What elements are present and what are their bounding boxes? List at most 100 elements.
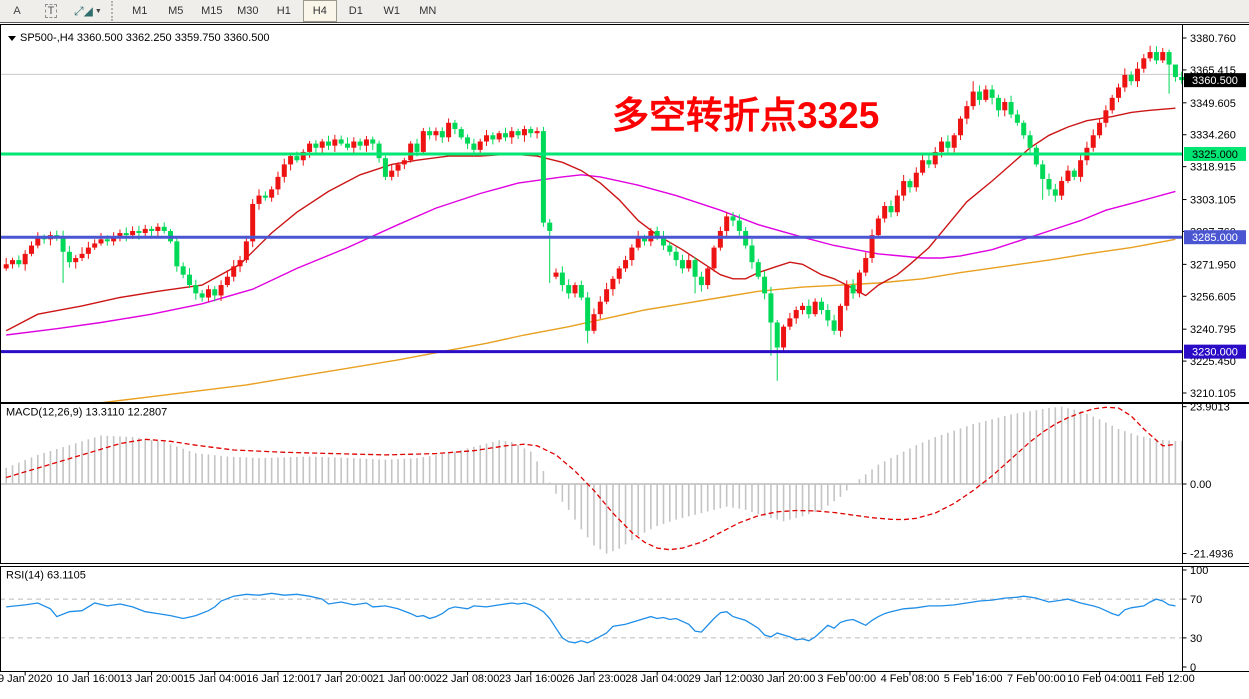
time-label: 10 Feb 04:00 bbox=[1067, 673, 1132, 685]
candle-body bbox=[932, 151, 938, 165]
candle-body bbox=[989, 89, 995, 98]
chart-background bbox=[0, 24, 1249, 694]
candle-body bbox=[256, 195, 262, 204]
time-label: 30 Jan 20:00 bbox=[752, 673, 816, 685]
hline-badge-text: 3230.000 bbox=[1192, 347, 1238, 359]
candle-body bbox=[654, 230, 660, 238]
slow-ma-line bbox=[94, 238, 1176, 405]
candle-body bbox=[193, 285, 199, 294]
candle-body bbox=[724, 216, 730, 231]
candle-body bbox=[642, 237, 648, 242]
macd-histogram bbox=[5, 406, 1183, 554]
candle-body bbox=[629, 247, 635, 261]
price-chart-svg[interactable]: SP500-,H4 3360.500 3362.250 3359.750 336… bbox=[0, 24, 1249, 694]
candle-body bbox=[528, 129, 534, 134]
chart-area[interactable]: SP500-,H4 3360.500 3362.250 3359.750 336… bbox=[0, 24, 1249, 699]
candle-body bbox=[869, 235, 875, 259]
candle-body bbox=[667, 245, 673, 252]
candle-body bbox=[376, 143, 382, 159]
candle-body bbox=[774, 322, 780, 348]
time-label: 9 Jan 2020 bbox=[0, 673, 52, 685]
timeframe-button-h4[interactable]: H4 bbox=[302, 0, 337, 22]
price-tick-label: 3349.605 bbox=[1190, 98, 1236, 110]
candle-body bbox=[964, 106, 970, 119]
candle-body bbox=[926, 160, 932, 165]
candle-body bbox=[547, 222, 553, 231]
candle-body bbox=[420, 131, 426, 152]
candle-body bbox=[844, 285, 850, 306]
timeframe-button-m30[interactable]: M30 bbox=[237, 5, 259, 17]
candle-body bbox=[591, 314, 597, 331]
candle-body bbox=[326, 141, 332, 146]
candle-body bbox=[894, 195, 900, 213]
candle-body bbox=[1059, 181, 1065, 196]
candle-body bbox=[983, 89, 989, 100]
timeframe-button-mn[interactable]: MN bbox=[419, 5, 437, 17]
candle-body bbox=[351, 141, 357, 148]
candle-body bbox=[243, 241, 249, 261]
candle-body bbox=[717, 230, 723, 248]
candle-body bbox=[768, 293, 774, 323]
hline-badge-text: 3285.000 bbox=[1192, 232, 1238, 244]
time-label: 10 Jan 16:00 bbox=[57, 673, 121, 685]
candle-body bbox=[1141, 58, 1147, 69]
candle-body bbox=[502, 133, 508, 138]
timeframe-button-h1[interactable]: H1 bbox=[276, 5, 291, 17]
text-tool-button[interactable]: T bbox=[35, 0, 67, 22]
time-label: 11 Feb 12:00 bbox=[1131, 673, 1195, 685]
candle-body bbox=[1071, 170, 1077, 177]
candle-body bbox=[711, 247, 717, 269]
candle-body bbox=[73, 258, 79, 263]
candle-body bbox=[92, 243, 98, 248]
candle-body bbox=[363, 139, 369, 146]
candle-body bbox=[224, 276, 230, 286]
candle-body bbox=[10, 260, 16, 265]
candle-body bbox=[275, 176, 281, 190]
candle-body bbox=[370, 139, 376, 144]
candle-body bbox=[395, 164, 401, 171]
arrows-tool-button[interactable]: ⤢◢ ▼ bbox=[69, 0, 107, 22]
candle-body bbox=[433, 131, 439, 136]
timeframe-button-w1[interactable]: W1 bbox=[383, 5, 401, 17]
candle-body bbox=[66, 251, 72, 263]
candle-body bbox=[553, 272, 559, 277]
symbol-dropdown-icon[interactable] bbox=[8, 36, 16, 41]
candle-body bbox=[446, 122, 452, 138]
price-tick-label: 3256.605 bbox=[1190, 291, 1236, 303]
candle-body bbox=[262, 195, 268, 198]
candle-body bbox=[818, 301, 824, 311]
candle-body bbox=[1122, 74, 1128, 88]
rsi-label: RSI(14) 63.1105 bbox=[6, 570, 86, 582]
timeframe-button-m15[interactable]: M15 bbox=[201, 5, 223, 17]
toolbar: A T ⤢◢ ▼ M1 M5 M15 M30 H1 H4 D1 W1 MN bbox=[0, 0, 1249, 23]
candle-body bbox=[16, 260, 22, 265]
candle-body bbox=[1172, 64, 1178, 78]
time-label: 21 Jan 00:00 bbox=[373, 673, 437, 685]
candle-body bbox=[515, 131, 521, 136]
time-label: 17 Jan 20:00 bbox=[309, 673, 373, 685]
candle-body bbox=[995, 97, 1001, 111]
pane-border-0 bbox=[0, 24, 1183, 403]
candle-body bbox=[755, 262, 761, 277]
candle-body bbox=[1065, 170, 1071, 182]
candle-body bbox=[117, 233, 123, 238]
cursor-tool-button[interactable]: A bbox=[13, 5, 21, 17]
candle-body bbox=[281, 164, 287, 177]
candle-body bbox=[736, 220, 742, 231]
timeframe-button-m1[interactable]: M1 bbox=[132, 5, 148, 17]
candle-body bbox=[875, 218, 881, 236]
candle-body bbox=[401, 160, 407, 165]
candle-body bbox=[920, 160, 926, 173]
candle-body bbox=[1046, 178, 1052, 190]
timeframe-button-m5[interactable]: M5 bbox=[168, 5, 184, 17]
candle-body bbox=[60, 237, 66, 252]
timeframe-button-d1[interactable]: D1 bbox=[348, 5, 363, 17]
candle-body bbox=[155, 226, 161, 231]
macd-signal-line bbox=[6, 406, 1176, 551]
candle-body bbox=[660, 237, 666, 246]
rsi-tick-label: 0 bbox=[1190, 662, 1196, 674]
candle-body bbox=[1116, 87, 1122, 98]
candle-body bbox=[901, 181, 907, 196]
candle-body bbox=[623, 260, 629, 269]
arrows-icon: ⤢◢ bbox=[74, 3, 93, 18]
